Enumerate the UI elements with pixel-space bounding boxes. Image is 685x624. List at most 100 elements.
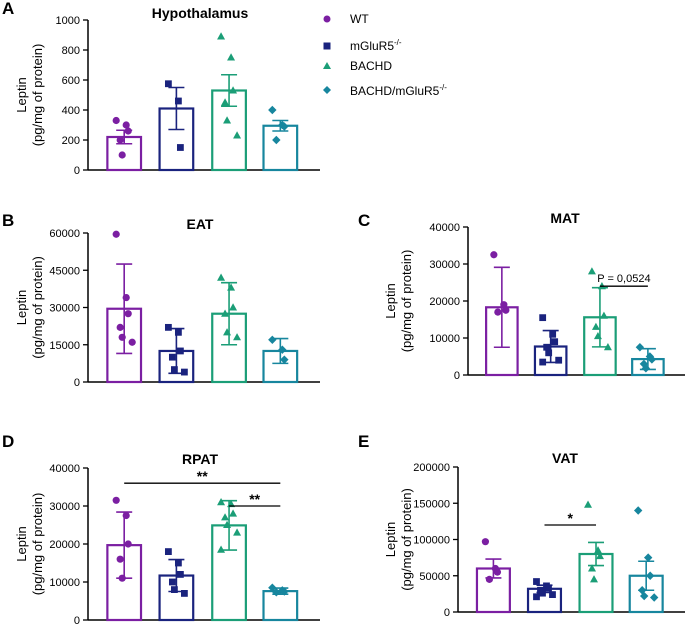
panel-d-letter: D: [2, 432, 14, 451]
panel-e-point-bachd-mglur5: [649, 593, 659, 602]
legend-entry-bachd-mglur5: BACHD/mGluR5-/-: [323, 83, 447, 98]
panel-b-group-mglur5: [158, 323, 195, 384]
panel-e-point-mglur5: [533, 593, 540, 601]
panel-e-group-wt: [475, 538, 511, 614]
panel-d-annotation-label: **: [249, 491, 260, 507]
panel-d-point-wt: [116, 555, 124, 563]
panel-c-tick-label: 10000: [429, 333, 460, 345]
legend-label-bachd-mglur5: BACHD/mGluR5-/-: [350, 83, 447, 98]
panel-b-group-wt: [106, 230, 143, 384]
panel-a-ylabel-line2: (pg/mg of protein): [30, 44, 45, 147]
panel-b-ylabel-line2: (pg/mg of protein): [30, 256, 45, 359]
panel-c-point-bachd-mglur5: [635, 343, 645, 352]
panel-d-point-mglur5: [170, 586, 178, 593]
panel-c-point-bachd: [603, 343, 612, 351]
panel-d-point-bachd: [221, 513, 230, 521]
panel-a-tick-label: 600: [62, 75, 80, 87]
panel-d-tick-label: 0: [74, 615, 80, 624]
panel-e-ylabel-line1: Leptin: [383, 522, 398, 557]
panel-c-point-mglur5: [543, 343, 551, 351]
panel-a-group-mglur5: [158, 80, 195, 172]
panel-b-letter: B: [2, 211, 14, 230]
panel-b-point-mglur5: [174, 328, 182, 336]
panel-e-point-wt: [481, 538, 490, 546]
panel-c-point-mglur5: [539, 358, 547, 366]
panel-b-point-wt: [124, 310, 132, 318]
panel-d-point-mglur5: [164, 548, 172, 555]
panel-e-ylabel: Leptin(pg/mg of protein): [383, 488, 414, 591]
panel-e-point-bachd: [590, 575, 599, 583]
panel-c-ylabel-line1: Leptin: [383, 283, 398, 318]
panel-c-point-bachd-mglur5: [645, 352, 655, 361]
panel-c-point-bachd: [593, 331, 602, 340]
panel-c-point-mglur5: [545, 349, 553, 357]
panel-a-group-bachd-mglur5: [262, 105, 299, 172]
panel-a-point-bachd: [227, 53, 236, 61]
panel-e-point-mglur5: [545, 584, 552, 592]
panel-e-point-wt: [493, 568, 502, 576]
panel-d-point-wt: [118, 574, 126, 582]
panel-d-point-bachd: [217, 545, 226, 553]
panel-b: B EAT Leptin(pg/mg of protein) 0 15000 30000 4…: [2, 211, 320, 389]
panel-c-tick-label: 40000: [429, 222, 460, 234]
panel-b-tick-label: 45000: [49, 265, 80, 277]
panel-c-group-bachd: [583, 267, 617, 377]
panel-a-tick-label: 1000: [56, 15, 80, 27]
legend-label-bachd-mglur5-sup: -/-: [439, 83, 447, 92]
panel-d-point-bachd-mglur5: [272, 588, 281, 597]
panel-d-point-bachd: [233, 528, 242, 536]
panel-e-point-bachd: [596, 551, 605, 560]
panel-a-point-mglur5: [176, 144, 184, 151]
panel-a-group-bachd: [211, 32, 247, 172]
panel-b-ylabel-line1: Leptin: [14, 290, 29, 325]
panel-e-point-bachd: [594, 546, 603, 554]
panel-e-ylabel-line2: (pg/mg of protein): [399, 488, 414, 591]
panel-e-point-mglur5: [533, 578, 540, 585]
legend-entry-mglur5: mGluR5-/-: [323, 38, 402, 53]
panel-b-point-bachd: [221, 309, 230, 317]
panel-c-tick-label: 0: [454, 370, 460, 382]
panel-a-point-bachd-mglur5: [280, 122, 289, 131]
panel-c: C MAT Leptin(pg/mg of protein) 0 10000 20000 3…: [358, 210, 685, 382]
panel-e-tick-label: 50000: [419, 571, 450, 583]
panel-b-point-wt: [122, 293, 130, 302]
panel-c-point-wt: [500, 301, 508, 309]
panel-e-point-bachd-mglur5: [643, 553, 653, 562]
panel-b-point-bachd: [229, 303, 238, 311]
panel-d-point-mglur5: [180, 590, 188, 597]
panel-e-tick-label: 200000: [413, 462, 450, 474]
panel-a-tick-label: 400: [62, 105, 80, 117]
legend-marker-bachd-mglur5: [323, 86, 331, 94]
panel-d-point-bachd: [217, 498, 226, 506]
panel-d-point-mglur5: [174, 559, 182, 567]
panel-c-point-mglur5: [539, 314, 547, 322]
panel-b-point-wt: [112, 230, 120, 238]
panel-e-letter: E: [358, 432, 369, 451]
panel-a-point-wt: [118, 151, 126, 159]
legend-label-mglur5-sup: -/-: [394, 38, 402, 47]
panel-b-group-bachd: [211, 273, 247, 384]
panel-a-point-wt: [116, 136, 124, 144]
panel-d-bar-bachd-mglur5: [262, 590, 299, 622]
panel-c-group-mglur5: [533, 314, 568, 377]
panel-d-group-mglur5: [158, 548, 195, 622]
panel-c-point-mglur5: [555, 356, 563, 364]
panel-b-point-wt: [128, 338, 136, 346]
panel-a-title: Hypothalamus: [152, 5, 249, 21]
legend-label-wt: WT: [350, 12, 369, 26]
panel-e: E VAT Leptin(pg/mg of protein) 0 50000 100000…: [358, 432, 685, 619]
panel-d-point-bachd: [229, 509, 238, 517]
panel-a-point-bachd: [217, 32, 226, 40]
panel-a-point-bachd-mglur5: [268, 105, 277, 115]
panel-c-point-bachd-mglur5: [647, 355, 657, 364]
panel-d-tick-label: 30000: [49, 501, 80, 513]
panel-e-point-bachd-mglur5: [633, 506, 643, 515]
panel-a-letter: A: [2, 0, 14, 18]
panel-a: A Hypothalamus Leptin(pg/mg of protein) 0 20…: [2, 0, 320, 177]
legend-entry-wt: WT: [323, 12, 369, 26]
panel-c-point-bachd-mglur5: [639, 359, 649, 369]
panel-d-ylabel: Leptin(pg/mg of protein): [14, 493, 45, 596]
panel-c-point-bachd: [599, 311, 608, 319]
panel-c-group-bachd-mglur5: [631, 343, 665, 377]
